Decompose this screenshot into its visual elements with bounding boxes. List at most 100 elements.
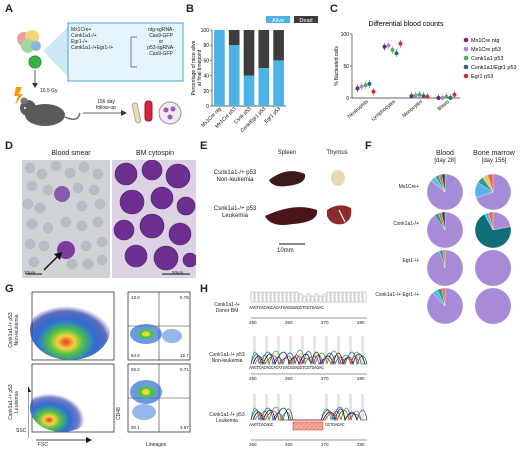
c-legend-label: Mx1Cre ntg: [471, 38, 499, 44]
blood-smear-title: Blood smear: [51, 150, 91, 157]
panel-label-e: E: [200, 140, 208, 152]
dose-label: 10.5 Gy: [40, 88, 58, 94]
blood-smear-scale: 10um: [24, 270, 36, 275]
construct-cas9-a: Cas9-GFP: [149, 33, 173, 39]
c-point: [421, 94, 426, 99]
organ-scale: 10mm: [277, 248, 294, 254]
h-tick-260-b: 260: [285, 376, 293, 381]
b-ylabel-line1: Percentage of mice alive: [191, 40, 197, 95]
panel-label-g: G: [5, 283, 14, 295]
h-row1-status: Donor BM: [215, 308, 239, 314]
thymus-label: Thymus: [326, 150, 348, 156]
genotype-double: Csnk1a1-/+Egr1-/+: [71, 45, 114, 51]
quad-bot-ur: 0.71: [180, 367, 189, 372]
g-row2-status: Leukemia: [14, 391, 20, 413]
row1-status: Non-leukemia: [216, 177, 254, 183]
panel-e: Spleen Thymus Csnk1a1-/+ p53 Non-leukemi…: [205, 150, 365, 280]
flow-cytometry-plots: [28, 291, 191, 443]
h-tick-280-b: 280: [357, 376, 365, 381]
h-ticks-row2: 250 260 270 280: [249, 376, 370, 382]
h-row3-genotype: Csnk1a1-/+ p53: [209, 412, 245, 418]
b-ylabel: Percentage of mice aliveat final timepoi…: [191, 40, 203, 95]
sanger-traces: [250, 291, 368, 441]
pie-row-mx1cre: Mx1Cre+: [398, 184, 419, 190]
seq-leukemia-a: AAGTCACAGC: [249, 423, 274, 428]
b-ytick-label: 60: [203, 58, 209, 64]
h-tick-270-c: 270: [321, 442, 329, 447]
row2-genotype: Csnk1a1-/+ p53: [213, 206, 257, 212]
b-bar-alive: [258, 68, 270, 106]
c-legend-dot: [463, 37, 469, 43]
f-pie-slice: [474, 214, 512, 249]
f-pie-slice: [442, 249, 446, 269]
h-tick-250-b: 250: [249, 376, 257, 381]
construct-p53: p53-sgRNA-: [147, 45, 175, 51]
h-row1-genotype: Csnk1a1-/+: [214, 302, 240, 308]
pie-row-double: Csnk1a1-/+ Egr1-/+: [375, 292, 419, 298]
construct-or: or: [158, 39, 164, 45]
quad-bot-ll: 30.1: [131, 425, 140, 430]
panel-label-h: H: [200, 283, 208, 295]
b-bar-dead: [228, 30, 240, 46]
c-point: [363, 83, 368, 88]
panel-label-f: F: [365, 140, 372, 152]
row1-genotype: Csnk1a1-/+ p53: [213, 170, 257, 176]
c-point: [448, 96, 453, 100]
row2-status: Leukemia: [221, 213, 248, 219]
panel-f: Blood [day 28] Bone marrow [day 156] Mx1…: [375, 150, 520, 285]
seq-donor: AAGTCACAGCACATGACGGAGGTCGTGAGAC: [249, 306, 324, 311]
c-category-label: Neutrophils: [347, 99, 371, 120]
f-pie-slice: [441, 211, 446, 231]
f-pie-slice: [441, 173, 446, 193]
b-bar-alive: [214, 30, 225, 106]
blood-smear-image: [22, 160, 110, 278]
f-pie-slice: [475, 288, 511, 324]
c-title: Differential blood counts: [369, 21, 444, 28]
b-ytick-label: 0: [206, 104, 209, 110]
followup-line1: 156 day: [97, 99, 115, 105]
c-point: [390, 48, 395, 52]
bm-col-title: Bone marrow: [473, 150, 515, 157]
h-tick-250-c: 250: [249, 442, 257, 447]
h-tick-270-b: 270: [321, 376, 329, 381]
c-category-label: Monocytes: [401, 99, 424, 119]
h-tick-280-a: 280: [357, 320, 365, 325]
panel-label-b: B: [186, 3, 194, 15]
c-point: [355, 86, 360, 91]
spleen-label: Spleen: [277, 150, 297, 156]
panel-label-a: A: [5, 3, 13, 15]
h-row2-status: Non-leukemia: [211, 358, 243, 364]
survival-bar-chart: 0 20 40 60 80 100 Percentage of mice aliveat f…: [191, 16, 318, 134]
panel-label-d: D: [5, 140, 13, 152]
b-legend-label: Alive: [272, 18, 284, 24]
b-bar-alive: [228, 45, 240, 106]
c-legend-label: Egr1 p53: [471, 74, 493, 80]
bm-cytospin-scale: 50um: [172, 270, 184, 275]
blood-count-scatter: Differential blood counts 0 50 100 % Nucleat…: [334, 21, 517, 122]
construct-ntg: ntg-sgRNA-: [147, 27, 175, 33]
c-point: [394, 51, 399, 56]
c-legend-dot: [463, 73, 469, 79]
bm-col-day: [day 156]: [481, 158, 507, 164]
genotype-egr1: Egr1-/+: [71, 39, 88, 45]
h-ticks-row3: 250 260 270 280: [249, 442, 370, 448]
h-tick-270-a: 270: [321, 320, 329, 325]
construct-cas9-b: Cas9-GFP: [149, 51, 173, 57]
c-point: [444, 94, 449, 99]
c-legend-label: Csnk1a1/Egr1 p53: [471, 65, 517, 71]
b-bar-alive: [243, 75, 255, 106]
c-point: [382, 44, 387, 49]
c-point: [398, 41, 403, 46]
c-ytick-label: 100: [341, 32, 350, 38]
h-tick-280-c: 280: [357, 442, 365, 447]
followup-line2: follow-up: [95, 105, 116, 111]
panel-g: Csnk1a1-/+ p53 Non-leukemia Csnk1a1-/+ p…: [8, 290, 196, 455]
seq-nonleukemia: AAGTCACAGCACATGACGGAGGTCGTGAGAC: [249, 366, 324, 371]
ssc-label: SSC: [16, 428, 27, 434]
c-legend-label: Csnk1a1 p53: [471, 56, 503, 62]
quad-bot-ul: 65.2: [131, 367, 140, 372]
b-ytick-label: 80: [203, 43, 209, 49]
b-ytick-label: 40: [203, 74, 209, 80]
b-bar-dead: [258, 30, 270, 68]
seq-leukemia-b: CGTGAGAC: [325, 423, 345, 428]
